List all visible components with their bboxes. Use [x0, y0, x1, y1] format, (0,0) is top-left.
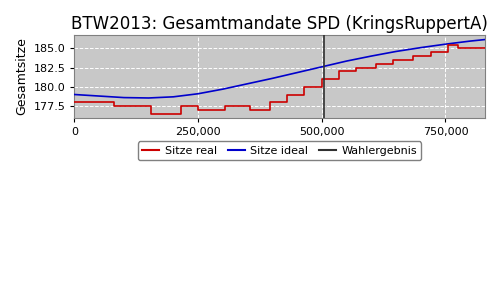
Title: BTW2013: Gesamtmandate SPD (KringsRuppertA): BTW2013: Gesamtmandate SPD (KringsRupper… [72, 15, 488, 33]
Y-axis label: Gesamtsitze: Gesamtsitze [15, 37, 28, 115]
X-axis label: Zweitstimmen SPD in Schleswig-Holstein: Zweitstimmen SPD in Schleswig-Holstein [152, 142, 408, 155]
Legend: Sitze real, Sitze ideal, Wahlergebnis: Sitze real, Sitze ideal, Wahlergebnis [138, 141, 422, 160]
